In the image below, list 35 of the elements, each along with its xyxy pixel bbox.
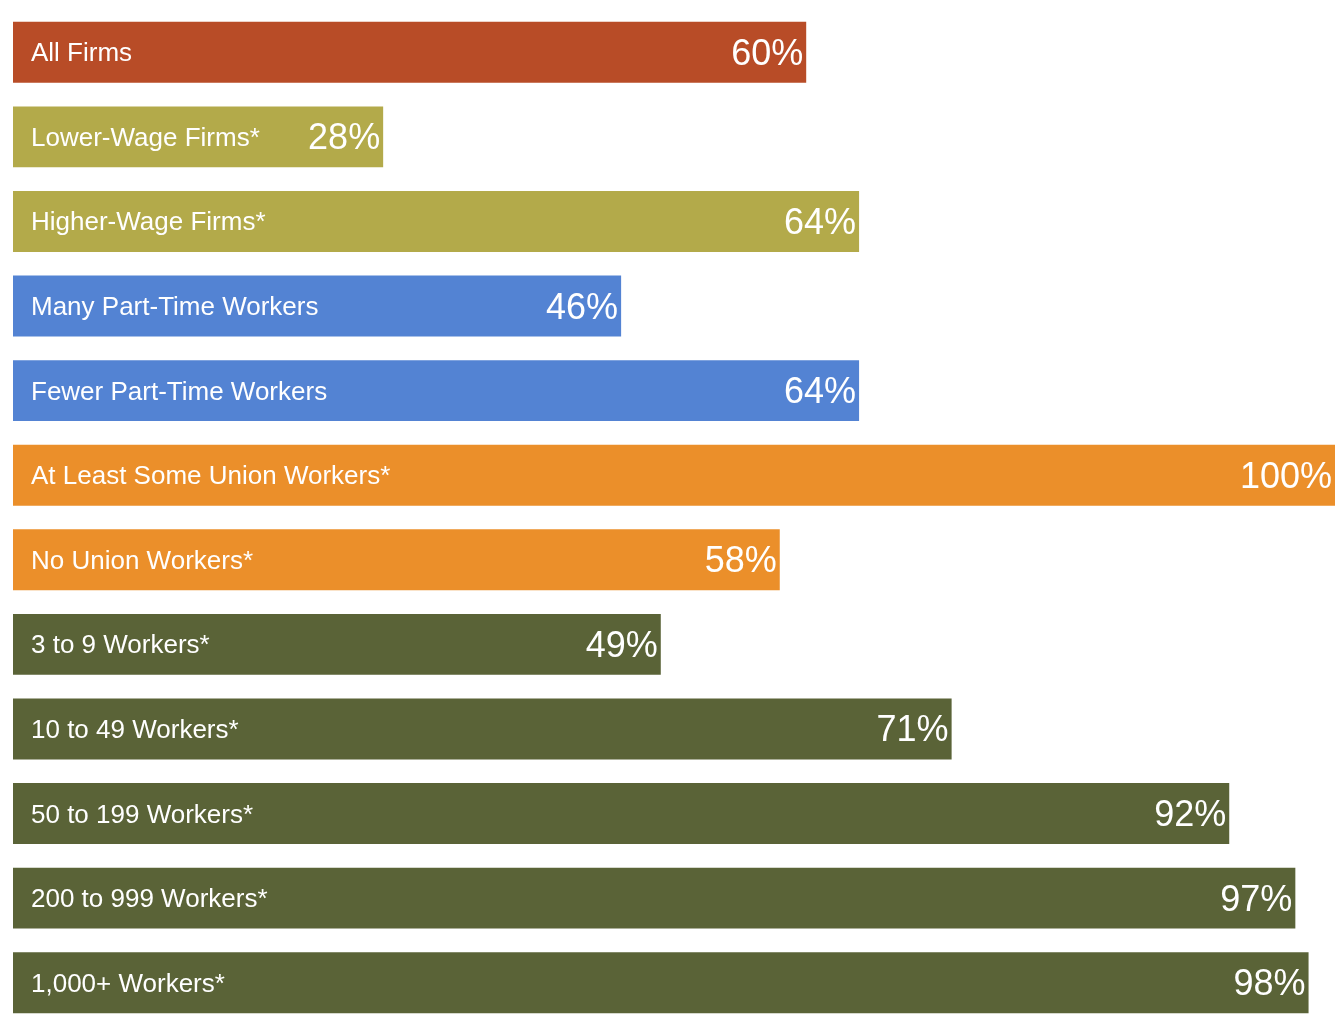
data-label: 98% [1233, 962, 1306, 1004]
y-tick-label: 50 to 199 Workers* [31, 799, 254, 829]
data-label: 46% [546, 285, 619, 327]
bar [13, 952, 1309, 1014]
y-tick-label: Many Part-Time Workers [31, 291, 319, 321]
bar [13, 613, 661, 675]
y-tick-label: All Firms [31, 37, 133, 67]
data-label: 49% [585, 623, 658, 665]
y-tick-label: 10 to 49 Workers* [31, 714, 239, 744]
data-label: 71% [876, 708, 949, 750]
bar [13, 191, 860, 252]
y-tick-label: No Union Workers* [31, 545, 254, 575]
y-tick-label: At Least Some Union Workers* [31, 460, 391, 490]
y-tick-label: Lower-Wage Firms* [31, 122, 260, 152]
y-tick-label: Fewer Part-Time Workers [31, 376, 328, 406]
data-label: 58% [704, 539, 777, 581]
data-label: 97% [1220, 877, 1293, 919]
bar [13, 360, 860, 422]
data-label: 28% [308, 116, 381, 158]
bar [13, 698, 952, 760]
data-label: 64% [784, 370, 857, 412]
bar [13, 275, 622, 337]
data-label: 92% [1154, 793, 1227, 835]
bar [13, 529, 780, 591]
y-tick-label: Higher-Wage Firms* [31, 206, 266, 236]
y-tick-label: 200 to 999 Workers* [31, 883, 268, 913]
data-label: 60% [731, 31, 804, 73]
y-tick-label: 1,000+ Workers* [31, 968, 225, 998]
data-label: 64% [784, 200, 857, 242]
data-label: 100% [1239, 454, 1332, 496]
y-tick-label: 3 to 9 Workers* [31, 629, 210, 659]
bar [13, 21, 807, 83]
bar [13, 867, 1296, 929]
bar [13, 444, 1335, 506]
bar [13, 783, 1230, 844]
